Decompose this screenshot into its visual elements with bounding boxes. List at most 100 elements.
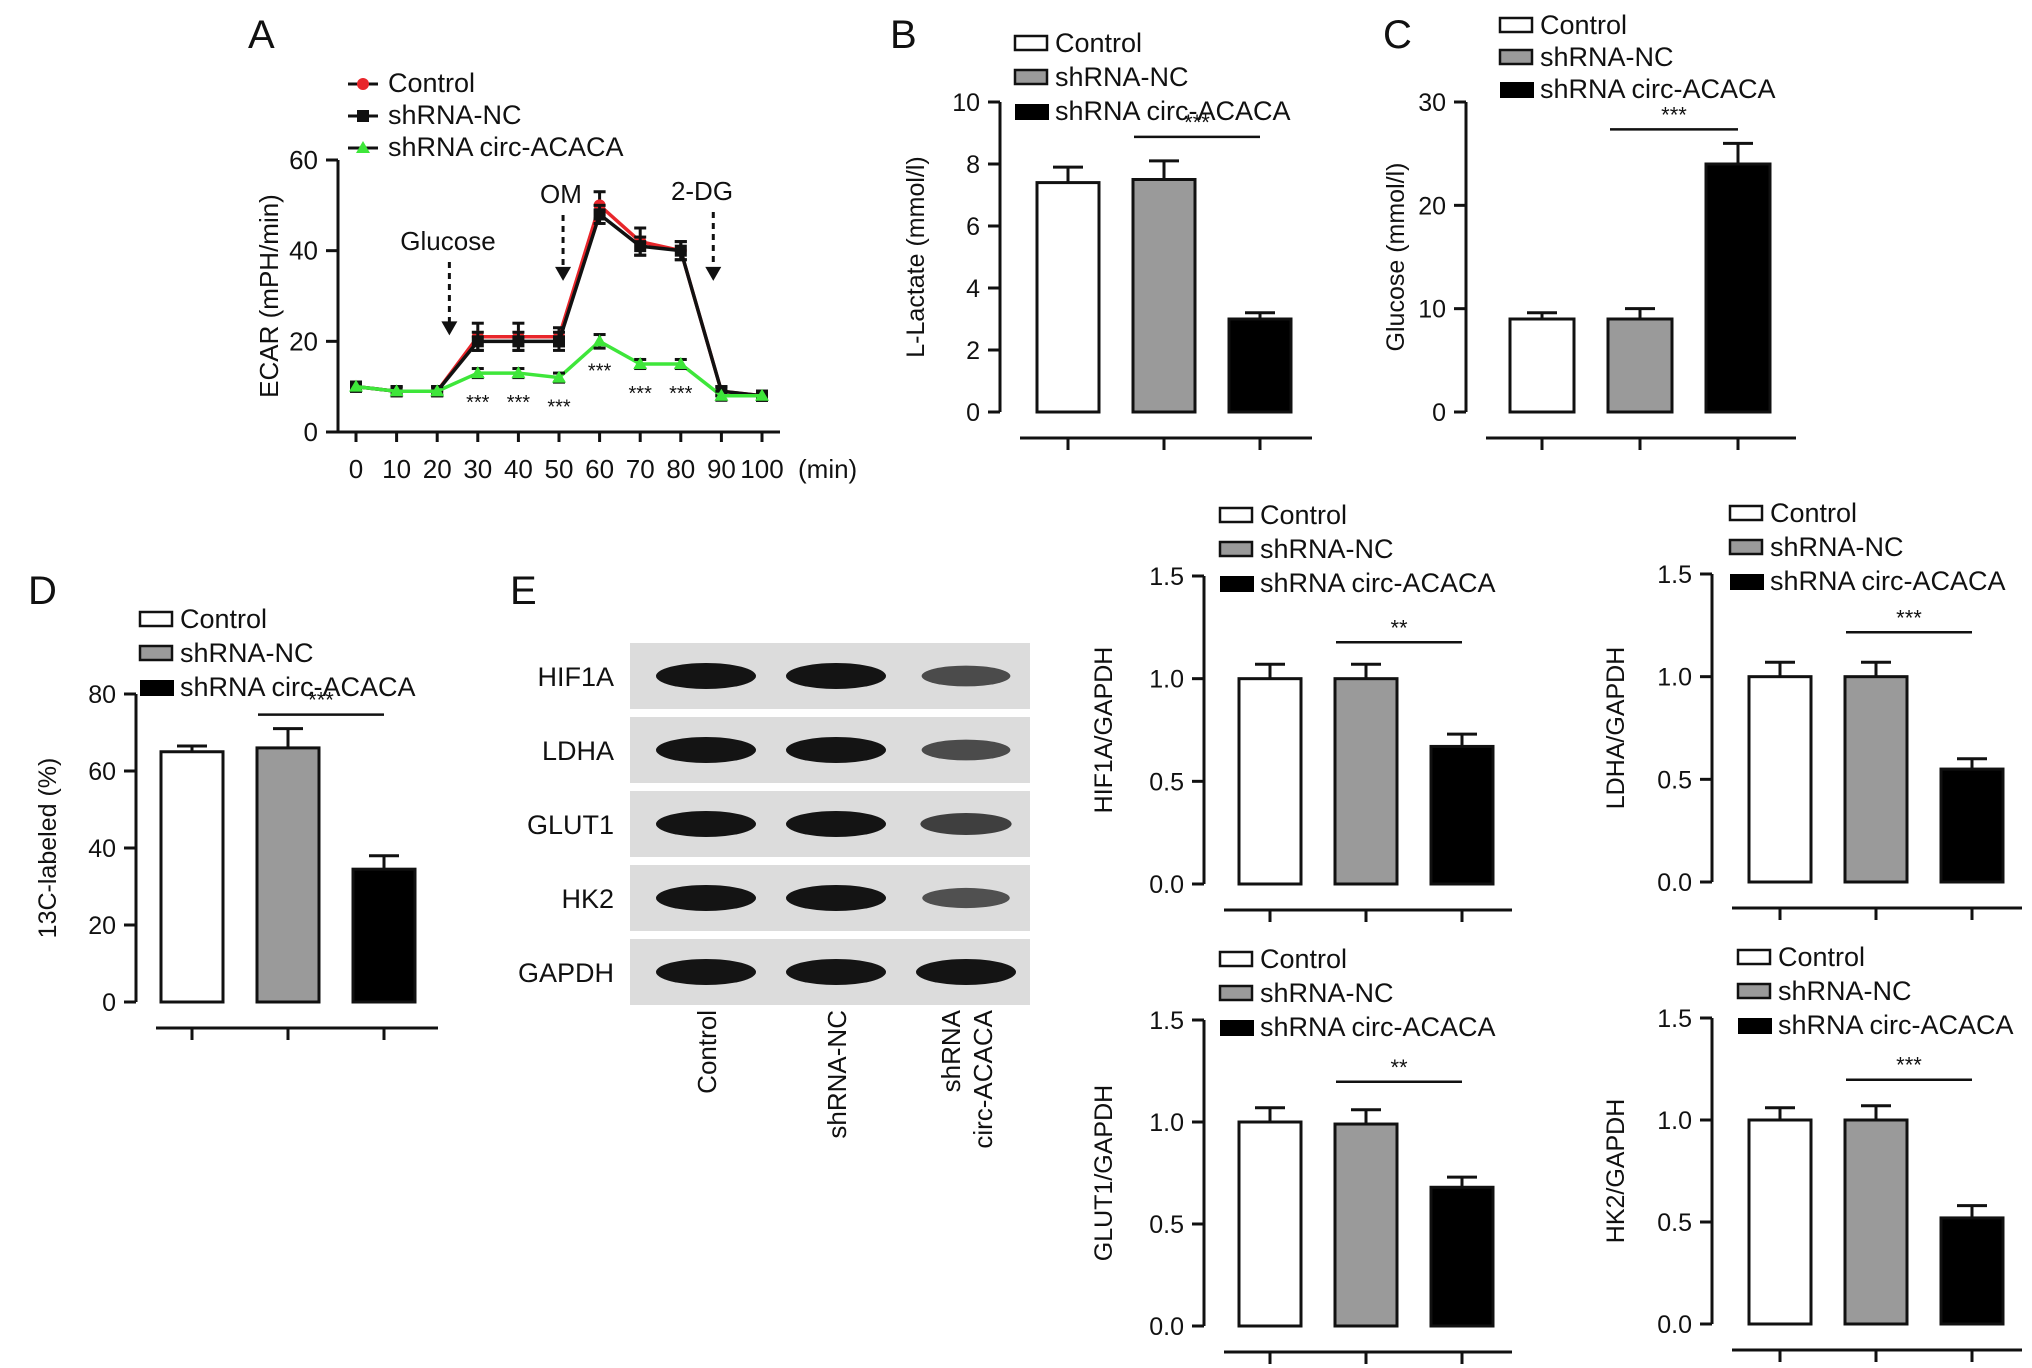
significance-stars: *** — [588, 360, 612, 382]
legend-label: shRNA circ-ACACA — [1540, 74, 1776, 104]
panel-label: E — [510, 569, 537, 613]
y-tick-label: 0.0 — [1149, 871, 1184, 899]
data-point — [593, 208, 606, 221]
y-tick-label: 1.0 — [1149, 1109, 1184, 1137]
arrow-head — [705, 266, 722, 281]
bar-2 — [351, 867, 417, 1004]
bar-1 — [1843, 675, 1909, 884]
bar-1 — [1333, 1122, 1399, 1328]
x-tick-label: 20 — [423, 454, 452, 484]
y-tick-label: 20 — [1418, 192, 1446, 220]
y-tick-label: 1.0 — [1657, 664, 1692, 692]
legend-label: shRNA-NC — [1260, 534, 1394, 564]
legend-swatch — [1220, 576, 1254, 592]
bar-0 — [1508, 317, 1576, 414]
y-tick-label: 4 — [966, 275, 980, 303]
y-tick-label: 20 — [88, 912, 116, 940]
significance-stars: *** — [507, 392, 531, 414]
significance-stars: *** — [308, 688, 334, 713]
legend-swatch — [1500, 82, 1534, 98]
arrow-head — [555, 266, 572, 281]
legend-label: Control — [1260, 500, 1347, 530]
legend-swatch — [1728, 538, 1764, 556]
y-tick-label: 0.0 — [1149, 1313, 1184, 1341]
bar-0 — [1035, 181, 1101, 414]
legend-label: Control — [1540, 10, 1627, 40]
blot-row-label: GLUT1 — [527, 810, 614, 840]
bar-2 — [1429, 744, 1495, 886]
blot-band — [786, 737, 886, 763]
annotation-label: 2-DG — [671, 176, 733, 206]
bar-chart-2: Control shRNA-NC shRNA circ-ACACA 0 2 4 6 8 10 L-… — [902, 28, 1312, 450]
y-axis-label: LDHA/GAPDH — [1602, 647, 1630, 810]
data-point — [512, 335, 525, 348]
data-point — [755, 388, 769, 401]
significance-stars: *** — [1661, 102, 1687, 127]
x-tick-label: 70 — [626, 454, 655, 484]
legend-label: Control — [180, 604, 267, 634]
legend-swatch — [1736, 982, 1772, 1000]
significance-stars: ** — [1390, 615, 1408, 640]
y-tick-label: 0.5 — [1149, 1211, 1184, 1239]
bar-1 — [1333, 677, 1399, 886]
legend-swatch — [1218, 950, 1254, 968]
blot-row-label: GAPDH — [518, 958, 614, 988]
x-tick-label: 0 — [349, 454, 363, 484]
legend-label: shRNA circ-ACACA — [388, 132, 624, 162]
y-tick-label: 1.0 — [1149, 666, 1184, 694]
y-tick-label: 6 — [966, 213, 980, 241]
x-tick-label: 50 — [545, 454, 574, 484]
blot-band — [656, 737, 756, 763]
y-tick-label: 20 — [289, 326, 318, 356]
data-point — [634, 240, 647, 253]
x-tick-label: 10 — [382, 454, 411, 484]
legend-swatch — [1736, 948, 1772, 966]
legend-marker — [356, 141, 370, 153]
y-tick-label: 0.0 — [1657, 1311, 1692, 1339]
blot-row-label: LDHA — [542, 736, 614, 766]
bar-1 — [1131, 178, 1197, 414]
legend-label: Control — [1055, 28, 1142, 58]
blot-lane-label: Control — [692, 1010, 722, 1094]
data-point — [470, 366, 485, 379]
y-tick-label: 1.5 — [1149, 1007, 1184, 1035]
significance-stars: *** — [466, 392, 490, 414]
legend-swatch — [1218, 506, 1254, 524]
data-point — [349, 379, 363, 392]
legend-label: Control — [1770, 498, 1857, 528]
bar-0 — [1747, 1118, 1813, 1326]
blot-lane-label: shRNA — [936, 1009, 966, 1092]
y-axis-label: HK2/GAPDH — [1602, 1099, 1630, 1243]
y-tick-label: 1.5 — [1657, 1005, 1692, 1033]
x-axis-unit: (min) — [798, 454, 857, 484]
legend-marker — [357, 78, 369, 90]
legend-label: Control — [388, 68, 475, 98]
legend-label: shRNA-NC — [388, 100, 522, 130]
y-tick-label: 1.5 — [1657, 561, 1692, 589]
bar-1 — [1843, 1118, 1909, 1326]
blot-band — [921, 739, 1011, 761]
y-tick-label: 0 — [1432, 399, 1446, 427]
data-point — [674, 244, 687, 257]
y-tick-label: 0 — [102, 989, 116, 1017]
legend-swatch — [138, 610, 174, 628]
legend-label: shRNA circ-ACACA — [1770, 566, 2006, 596]
legend-label: Control — [1260, 944, 1347, 974]
significance-stars: *** — [629, 383, 653, 405]
y-tick-label: 10 — [952, 89, 980, 117]
y-tick-label: 1.0 — [1657, 1107, 1692, 1135]
y-tick-label: 60 — [88, 758, 116, 786]
x-tick-label: 60 — [585, 454, 614, 484]
data-point — [471, 335, 484, 348]
legend-swatch — [140, 680, 174, 696]
x-tick-label: 90 — [707, 454, 736, 484]
blot-band — [916, 959, 1016, 985]
y-axis-label: GLUT1/GAPDH — [1090, 1085, 1118, 1261]
arrow-head — [441, 321, 458, 336]
x-tick-label: 80 — [666, 454, 695, 484]
significance-stars: *** — [547, 397, 571, 419]
x-tick-label: 100 — [740, 454, 783, 484]
data-point — [389, 384, 404, 397]
